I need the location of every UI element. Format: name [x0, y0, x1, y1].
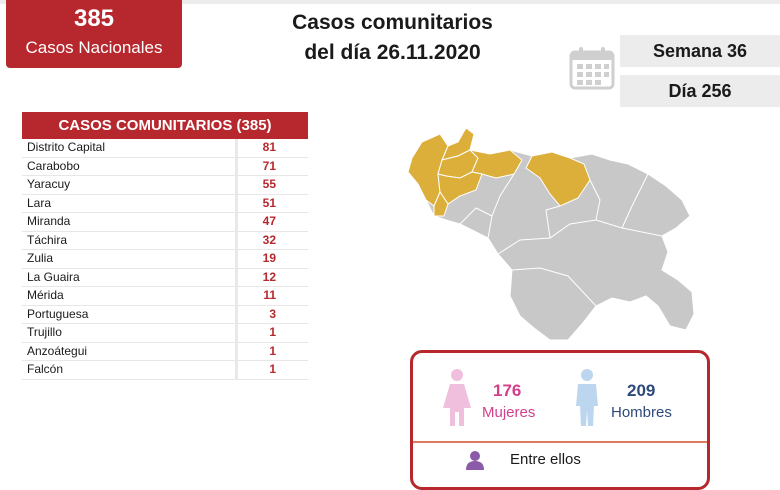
- venezuela-map: [407, 127, 695, 341]
- state-name: Distrito Capital: [22, 139, 235, 157]
- state-name: Táchira: [22, 231, 235, 249]
- table-row: Yaracuy 55: [22, 176, 308, 195]
- state-cases: 1: [238, 361, 308, 379]
- state-name: La Guaira: [22, 268, 235, 286]
- national-cases-count: 385: [73, 5, 115, 32]
- cases-table-header: CASOS COMUNITARIOS (385): [22, 112, 308, 139]
- state-cases: 11: [238, 287, 308, 305]
- state-name: Portuguesa: [22, 305, 235, 323]
- national-cases-label: Casos Nacionales: [25, 38, 163, 57]
- state-cases: 12: [238, 268, 308, 286]
- family-icon: [466, 451, 484, 470]
- state-cases: 51: [238, 194, 308, 212]
- woman-icon: [443, 369, 471, 426]
- table-row: Portuguesa 3: [22, 305, 308, 324]
- state-name: Yaracuy: [22, 176, 235, 194]
- state-name: Miranda: [22, 213, 235, 231]
- state-cases: 19: [238, 250, 308, 268]
- men-label: Hombres: [611, 404, 672, 421]
- gender-divider: [413, 441, 707, 443]
- calendar-icon: [569, 47, 615, 90]
- state-cases: 55: [238, 176, 308, 194]
- cases-table: CASOS COMUNITARIOS (385) Distrito Capita…: [22, 112, 308, 380]
- state-name: Anzoátegui: [22, 342, 235, 360]
- state-cases: 81: [238, 139, 308, 157]
- map-highlight-tachira-merida: [433, 190, 449, 217]
- man-icon: [576, 369, 598, 426]
- table-row: Trujillo 1: [22, 324, 308, 343]
- state-name: Trujillo: [22, 324, 235, 342]
- table-row: Distrito Capital 81: [22, 139, 308, 158]
- week-badge: Semana 36: [620, 35, 780, 67]
- state-name: Lara: [22, 194, 235, 212]
- page-title: Casos comunitarios: [292, 11, 493, 34]
- table-row: Anzoátegui 1: [22, 342, 308, 361]
- state-cases: 1: [238, 324, 308, 342]
- map-highlight-carabobo-miranda: [468, 149, 523, 179]
- table-row: Miranda 47: [22, 213, 308, 232]
- men-count: 209: [627, 381, 656, 400]
- table-row: Falcón 1: [22, 361, 308, 380]
- table-row: Mérida 11: [22, 287, 308, 306]
- state-name: Zulia: [22, 250, 235, 268]
- state-cases: 47: [238, 213, 308, 231]
- table-row: La Guaira 12: [22, 268, 308, 287]
- table-row: Zulia 19: [22, 250, 308, 269]
- among-them-label: Entre ellos: [510, 451, 581, 468]
- national-cases-card: 385 Casos Nacionales: [6, 0, 182, 68]
- page-subtitle-date: del día 26.11.2020: [304, 41, 481, 64]
- map-highlight-anzoategui: [525, 151, 591, 207]
- day-badge: Día 256: [620, 75, 780, 107]
- top-strip: [0, 0, 780, 4]
- table-row: Lara 51: [22, 194, 308, 213]
- state-cases: 32: [238, 231, 308, 249]
- table-row: Táchira 32: [22, 231, 308, 250]
- women-label: Mujeres: [482, 404, 536, 421]
- state-name: Mérida: [22, 287, 235, 305]
- state-name: Carabobo: [22, 157, 235, 175]
- state-cases: 3: [238, 305, 308, 323]
- state-name: Falcón: [22, 361, 235, 379]
- women-count: 176: [493, 381, 522, 400]
- table-row: Carabobo 71: [22, 157, 308, 176]
- state-cases: 1: [238, 342, 308, 360]
- state-cases: 71: [238, 157, 308, 175]
